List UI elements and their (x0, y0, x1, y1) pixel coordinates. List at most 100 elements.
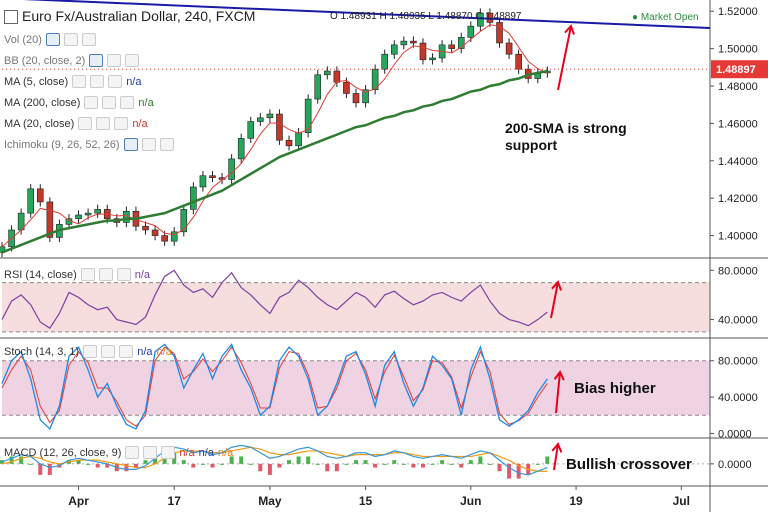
candle (180, 209, 188, 233)
legend-rsi[interactable]: RSI (14, close) n/a (4, 268, 150, 281)
indicator-bands (2, 282, 710, 416)
arrow-head (564, 24, 575, 35)
eye-icon[interactable] (72, 75, 87, 88)
candle (352, 93, 360, 104)
annotation-arrows (550, 24, 575, 471)
macd-histogram-bar (287, 460, 292, 464)
legend-ma200[interactable]: MA (200, close) n/a (4, 96, 154, 109)
legend-ichimoku[interactable]: Ichimoku (9, 26, 52, 26) (4, 138, 174, 151)
macd-histogram-bar (401, 463, 406, 465)
legend-vol[interactable]: Vol (20) (4, 33, 96, 46)
settings-icon[interactable] (98, 268, 113, 281)
annotation-support-line1: 200-SMA is strong (505, 120, 627, 136)
eye-icon[interactable] (123, 138, 138, 151)
price-tick-label: 1.44000 (718, 156, 758, 168)
settings-icon[interactable] (96, 117, 111, 130)
arrow-shaft (557, 25, 572, 91)
close-icon[interactable] (125, 54, 140, 67)
macd-histogram-bar (9, 456, 14, 464)
close-icon[interactable] (119, 345, 134, 358)
legend-ma200-value: n/a (138, 96, 154, 109)
candle (448, 44, 455, 49)
eye-icon[interactable] (78, 117, 93, 130)
legend-stoch-label: Stoch (14, 3, 1) (4, 345, 80, 358)
candle (237, 138, 245, 160)
eye-icon[interactable] (80, 268, 95, 281)
candle (381, 53, 389, 70)
settings-icon[interactable] (101, 345, 116, 358)
legend-ma5-label: MA (5, close) (4, 75, 69, 88)
x-tick-label: Jul (673, 494, 690, 508)
legend-macd[interactable]: MACD (12, 26, close, 9) n/a n/a n/a (4, 446, 233, 459)
stoch-tick-label: 80.0000 (718, 356, 758, 368)
macd-line (1, 444, 548, 476)
macd-histogram-bar (487, 463, 492, 465)
macd-histogram-bar (459, 463, 464, 468)
macd-histogram-bar (325, 463, 330, 472)
macd-histogram-bar (516, 463, 521, 479)
ohlc-readout: O 1.48931 H 1.48935 L 1.48870 C 1.48897 (330, 11, 522, 22)
sma200-line (1, 69, 548, 254)
candle (190, 186, 197, 210)
menu-icon[interactable] (4, 10, 18, 24)
price-tick-label: 1.48000 (718, 81, 758, 93)
eye-icon[interactable] (125, 446, 140, 459)
legend-macd-line-value: n/a (198, 446, 214, 459)
legend-bb[interactable]: BB (20, close, 2) (4, 54, 140, 67)
candle (496, 22, 503, 44)
candle (419, 42, 427, 61)
macd-histogram-bar (239, 456, 244, 464)
settings-icon[interactable] (143, 446, 158, 459)
close-icon[interactable] (159, 138, 174, 151)
legend-stoch[interactable]: Stoch (14, 3, 1) n/a n/a (4, 345, 172, 358)
legend-stoch-k-value: n/a (137, 345, 153, 358)
candle (36, 188, 44, 203)
close-icon[interactable] (120, 96, 135, 109)
settings-icon[interactable] (102, 96, 117, 109)
candle (285, 139, 293, 147)
macd-histogram-bar (392, 460, 397, 464)
settings-icon[interactable] (90, 75, 105, 88)
candle (27, 188, 35, 214)
eye-icon[interactable] (89, 54, 104, 67)
settings-icon[interactable] (141, 138, 156, 151)
macd-histogram-bar (277, 463, 282, 468)
candle (170, 231, 178, 242)
close-icon[interactable] (114, 117, 129, 130)
rsi-tick-label: 40.0000 (718, 315, 758, 327)
close-icon[interactable] (161, 446, 176, 459)
legend-ma20[interactable]: MA (20, close) n/a (4, 117, 148, 130)
close-icon[interactable] (108, 75, 123, 88)
legend-vol-label: Vol (20) (4, 33, 42, 46)
rsi-line (1, 269, 548, 329)
stoch-k-line (1, 343, 548, 431)
macd-histogram-bar (210, 463, 215, 468)
candle (94, 209, 101, 214)
price-tick-label: 1.52000 (718, 6, 758, 18)
macd-histogram-bar (258, 463, 263, 472)
candle (46, 201, 54, 238)
macd-histogram-bar (220, 463, 225, 465)
price-tick-label: 1.46000 (718, 118, 758, 130)
macd-signal-line (1, 446, 548, 472)
x-tick-label: Jun (460, 494, 481, 508)
macd-histogram-bar (248, 463, 253, 465)
data-marks (0, 0, 711, 479)
macd-histogram-bar (507, 463, 512, 479)
settings-icon[interactable] (63, 33, 78, 46)
settings-icon[interactable] (107, 54, 122, 67)
close-icon[interactable] (116, 268, 131, 281)
eye-icon[interactable] (45, 33, 60, 46)
candle (505, 42, 513, 55)
macd-histogram-bar (296, 456, 301, 464)
close-icon[interactable] (81, 33, 96, 46)
candle (295, 132, 302, 147)
legend-ma5[interactable]: MA (5, close) n/a (4, 75, 141, 88)
macd-histogram-bar (449, 463, 454, 465)
eye-icon[interactable] (84, 96, 99, 109)
macd-histogram-bar (306, 456, 311, 464)
x-tick-label: 19 (569, 494, 583, 508)
legend-ma5-value: n/a (126, 75, 142, 88)
eye-icon[interactable] (83, 345, 98, 358)
